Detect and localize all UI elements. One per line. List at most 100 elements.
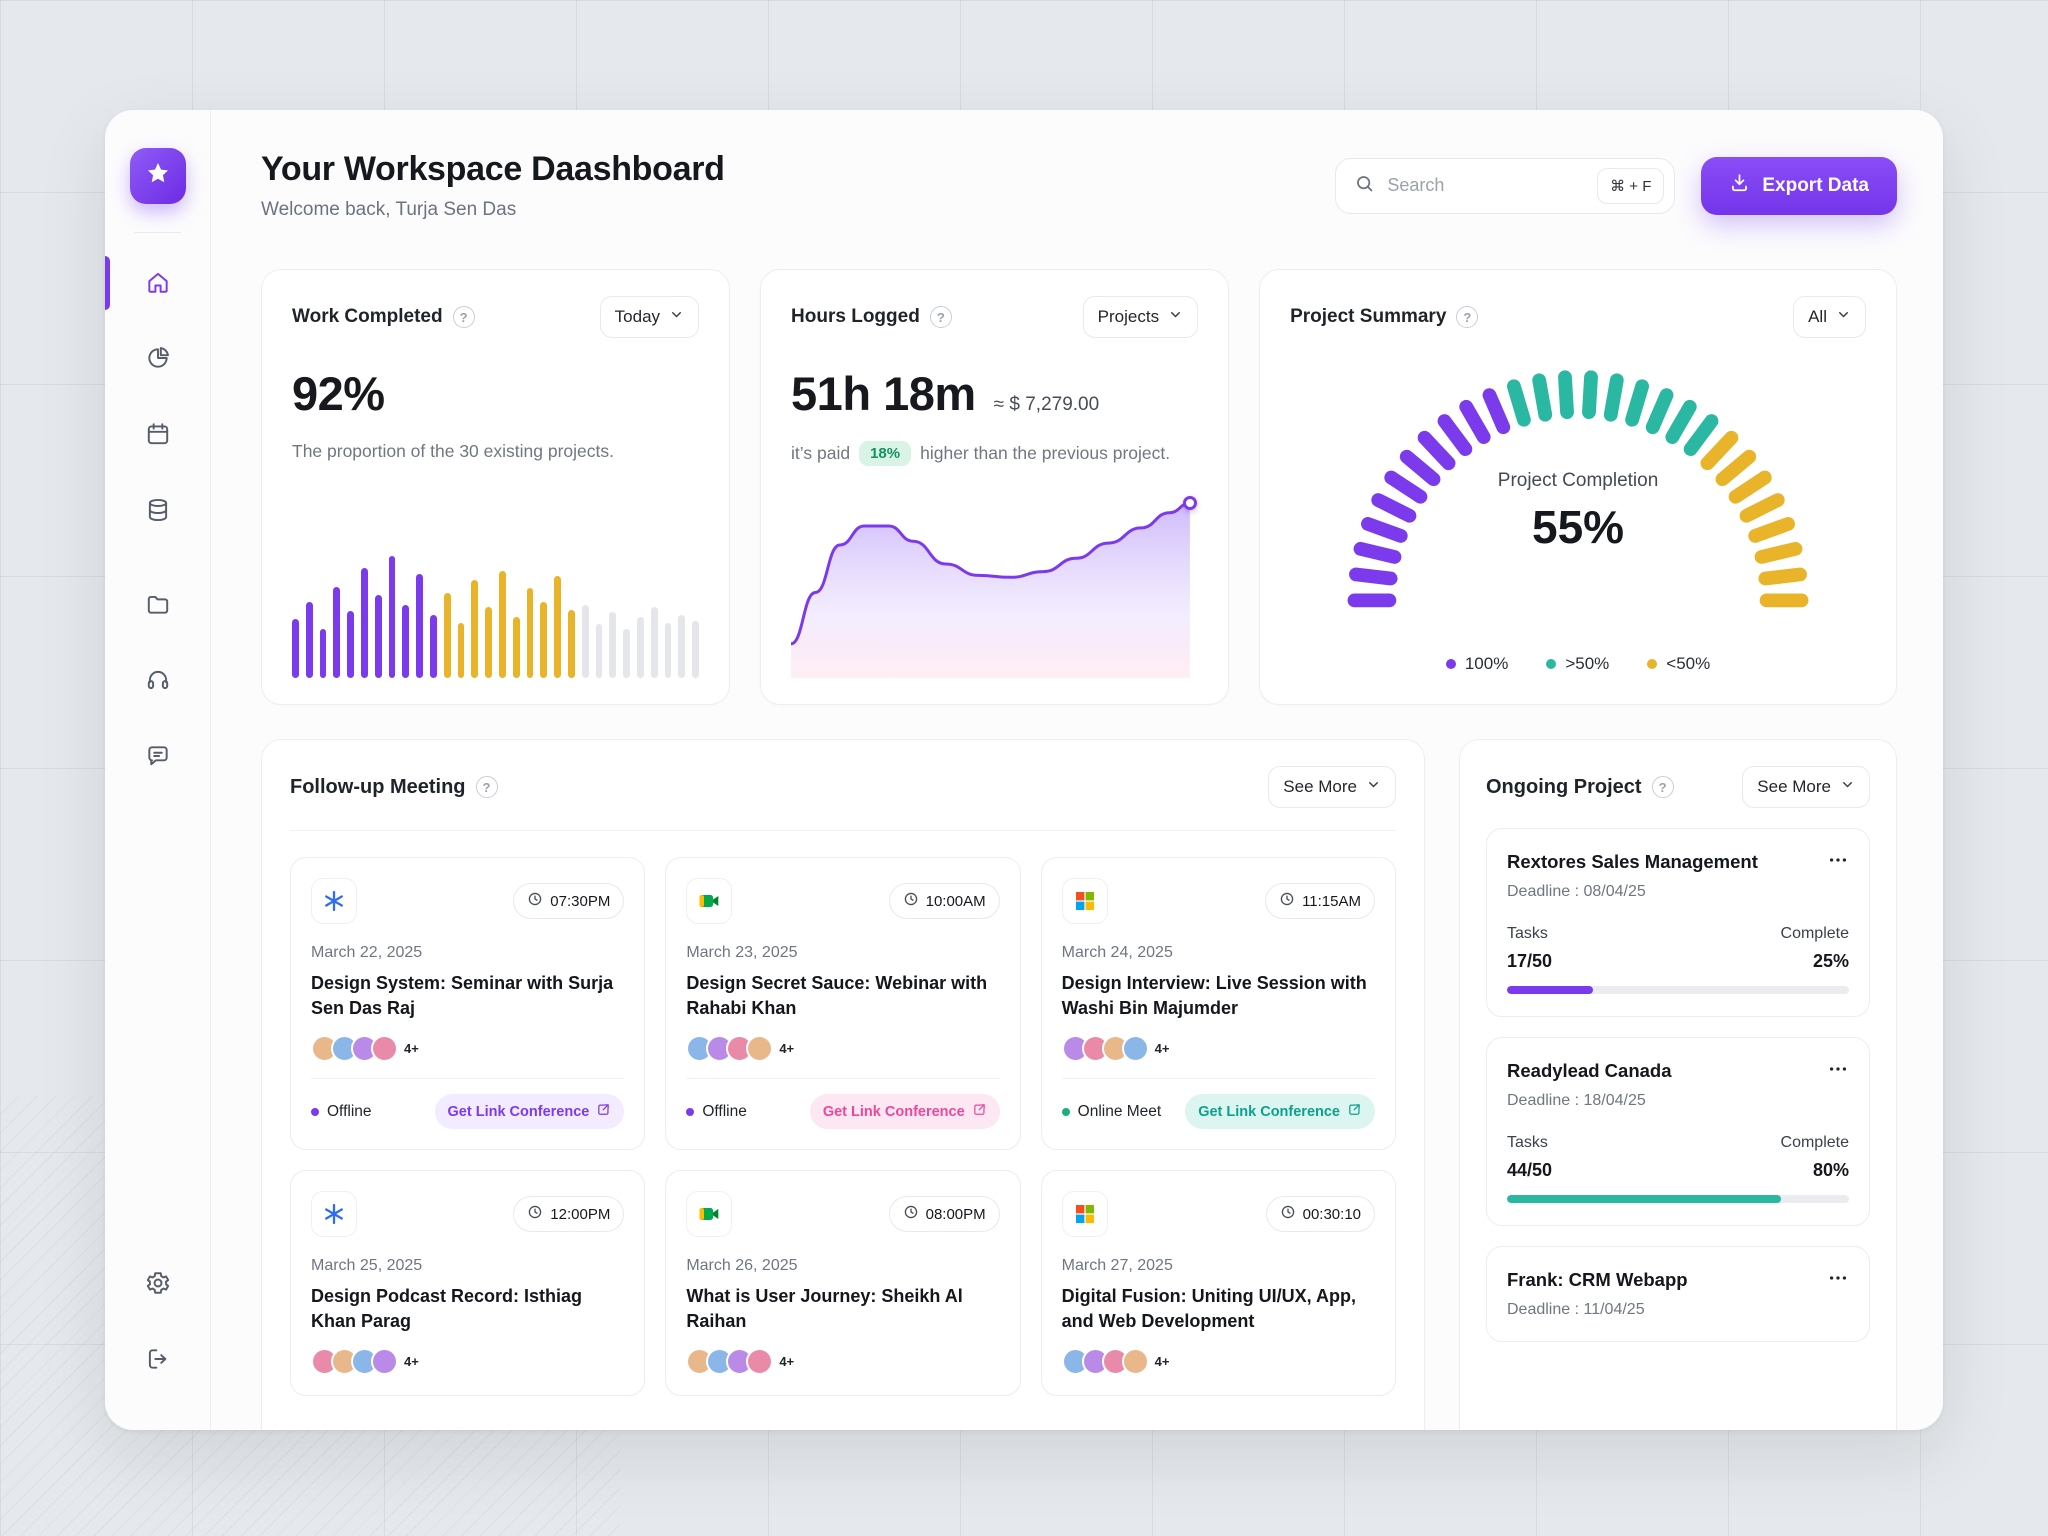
microsoft-icon <box>1061 1191 1108 1237</box>
avatar <box>371 1348 398 1375</box>
more-options-button[interactable] <box>1827 1267 1849 1292</box>
meetings-see-more-dropdown[interactable]: See More <box>1268 766 1396 808</box>
card-title: Hours Logged <box>791 306 920 327</box>
gauge-tick <box>1353 541 1402 564</box>
sidebar-item-calendar[interactable] <box>134 411 182 459</box>
search-icon <box>1354 173 1375 199</box>
meeting-time: 07:30PM <box>550 892 611 910</box>
help-icon[interactable] <box>929 306 952 328</box>
tasks-value: 17/50 <box>1507 951 1553 971</box>
bar <box>678 614 686 678</box>
legend-dot <box>1445 659 1456 669</box>
hours-filter-dropdown[interactable]: Projects <box>1082 296 1199 338</box>
legend-item: >50% <box>1546 654 1609 674</box>
sidebar-item-database[interactable] <box>134 487 182 535</box>
sidebar-item-home[interactable] <box>105 256 182 310</box>
snowflake-icon <box>311 1191 357 1237</box>
gauge-legend: 100% >50% <50% <box>1290 646 1866 678</box>
bar <box>457 623 465 678</box>
bar <box>360 568 368 678</box>
bar <box>554 575 561 678</box>
more-options-button[interactable] <box>1827 1058 1849 1083</box>
kebab-icon <box>1827 849 1849 874</box>
legend-label: <50% <box>1666 654 1711 673</box>
gauge-tick <box>1683 414 1719 457</box>
gauge-tick <box>1582 370 1598 420</box>
clock-icon <box>527 1204 543 1224</box>
bar <box>485 607 492 678</box>
star-icon <box>144 160 172 193</box>
lower-section: Follow-up Meeting See More 07:30PM March… <box>261 739 1897 1430</box>
work-filter-dropdown[interactable]: Today <box>599 296 700 338</box>
gauge-tick <box>1507 379 1531 427</box>
sidebar-item-logout[interactable] <box>134 1336 182 1384</box>
search-shortcut: ⌘ + F <box>1597 167 1665 204</box>
progress-fill <box>1507 986 1593 994</box>
chevron-down-icon <box>1168 307 1183 327</box>
help-icon[interactable] <box>1651 776 1674 798</box>
hours-logged-chart <box>791 488 1198 678</box>
hours-logged-amount: ≈ $ 7,279.00 <box>993 394 1100 415</box>
work-completed-bar-chart <box>292 556 699 678</box>
work-completed-description: The proportion of the 30 existing projec… <box>292 441 614 461</box>
ongoing-see-more-dropdown[interactable]: See More <box>1742 766 1870 808</box>
bar <box>692 620 699 678</box>
card-title: Project Summary <box>1290 306 1447 327</box>
export-data-button[interactable]: Export Data <box>1701 156 1897 215</box>
gauge-tick <box>1371 493 1417 523</box>
meeting-attendees: 4+ <box>1061 1035 1375 1062</box>
help-icon[interactable] <box>452 306 475 328</box>
bar <box>567 609 575 678</box>
bar <box>347 610 354 678</box>
meeting-time-pill: 08:00PM <box>888 1196 1000 1232</box>
meeting-attendees: 4+ <box>311 1035 624 1062</box>
get-link-conference-button[interactable]: Get Link Conference <box>809 1094 1000 1129</box>
sidebar-item-messages[interactable] <box>134 733 182 781</box>
follow-up-meeting-card: Follow-up Meeting See More 07:30PM March… <box>261 739 1425 1430</box>
meeting-card: 10:00AM March 23, 2025 Design Secret Sau… <box>665 857 1021 1150</box>
gauge-tick <box>1532 373 1553 422</box>
bar <box>623 629 630 678</box>
clock-icon <box>903 891 919 911</box>
gauge-tick <box>1399 449 1441 487</box>
search-input[interactable] <box>1387 175 1586 196</box>
meeting-card: 07:30PM March 22, 2025 Design System: Se… <box>290 857 646 1150</box>
meeting-time-pill: 12:00PM <box>513 1196 625 1232</box>
gauge-tick <box>1459 399 1491 444</box>
gauge-tick <box>1665 399 1697 444</box>
chevron-down-icon <box>669 307 684 327</box>
search-box[interactable]: ⌘ + F <box>1335 157 1676 214</box>
meeting-date: March 27, 2025 <box>1061 1257 1173 1274</box>
get-link-conference-button[interactable]: Get Link Conference <box>434 1094 625 1129</box>
meeting-time: 12:00PM <box>550 1205 611 1223</box>
legend-label: 100% <box>1464 654 1509 673</box>
gauge-tick <box>1603 373 1624 422</box>
gauge-tick <box>1558 370 1574 420</box>
sidebar-item-analytics[interactable] <box>134 335 182 383</box>
bar <box>319 629 327 678</box>
bar <box>416 574 423 678</box>
project-deadline: Deadline : 08/04/25 <box>1507 883 1646 900</box>
summary-filter-dropdown[interactable]: All <box>1793 296 1866 338</box>
help-icon[interactable] <box>475 776 498 798</box>
home-icon <box>145 269 171 298</box>
help-icon[interactable] <box>1456 306 1479 328</box>
clock-icon <box>527 891 543 911</box>
more-options-button[interactable] <box>1827 849 1849 874</box>
gear-icon <box>145 1270 171 1299</box>
logout-icon <box>145 1346 171 1375</box>
sidebar-item-projects[interactable] <box>134 581 182 629</box>
kebab-icon <box>1827 1267 1849 1292</box>
hours-logged-value: 51h 18m <box>791 367 976 420</box>
meeting-grid: 07:30PM March 22, 2025 Design System: Se… <box>290 857 1396 1396</box>
sidebar-item-settings[interactable] <box>134 1260 182 1308</box>
meeting-title: Design Podcast Record: Isthiag Khan Para… <box>311 1286 583 1332</box>
sidebar-item-support[interactable] <box>134 657 182 705</box>
avatar <box>371 1035 398 1062</box>
tasks-value: 44/50 <box>1507 1160 1553 1180</box>
get-link-conference-button[interactable]: Get Link Conference <box>1185 1094 1375 1129</box>
external-link-icon <box>972 1102 987 1121</box>
meeting-title: What is User Journey: Sheikh Al Raihan <box>686 1286 963 1332</box>
gauge-tick <box>1758 567 1807 586</box>
attendees-extra-count: 4+ <box>1154 1354 1170 1369</box>
